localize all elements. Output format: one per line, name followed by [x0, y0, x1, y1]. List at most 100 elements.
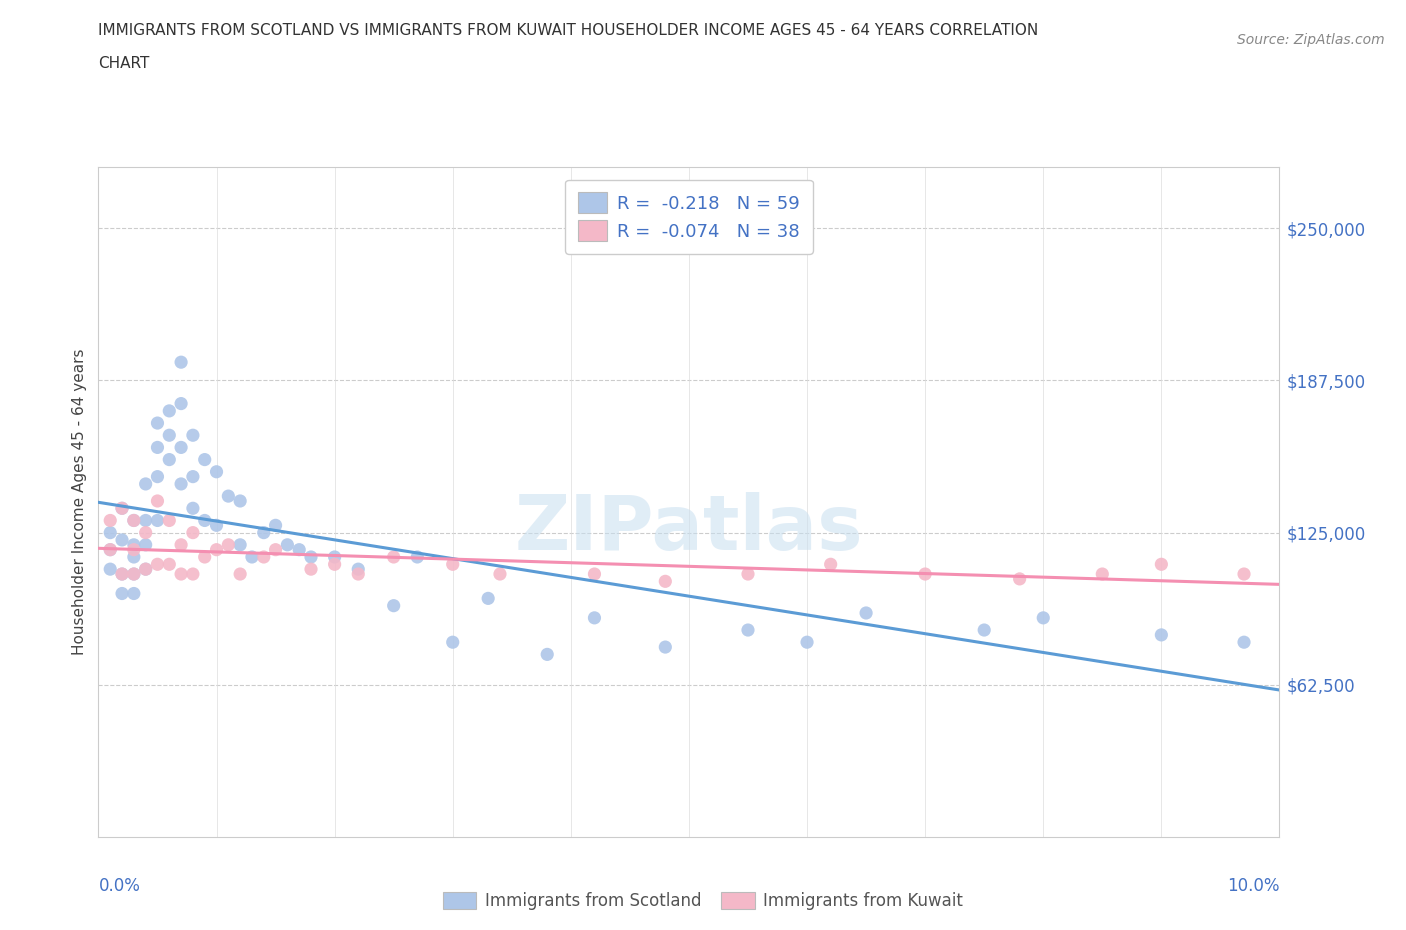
- Point: [441, 557, 464, 572]
- Point: [170, 354, 193, 369]
- Point: [122, 566, 145, 581]
- Point: [146, 494, 169, 509]
- Point: [157, 513, 180, 528]
- Point: [98, 513, 121, 528]
- Point: [157, 428, 180, 443]
- Point: [276, 538, 298, 552]
- Point: [122, 513, 145, 528]
- Point: [205, 464, 228, 479]
- Point: [181, 428, 204, 443]
- Point: [98, 542, 121, 557]
- Point: [973, 622, 995, 637]
- Point: [489, 566, 512, 581]
- Point: [181, 470, 204, 485]
- Point: [323, 550, 346, 565]
- Text: CHART: CHART: [98, 56, 150, 71]
- Point: [194, 452, 217, 467]
- Point: [737, 566, 759, 581]
- Point: [157, 404, 180, 418]
- Point: [820, 557, 842, 572]
- Text: Source: ZipAtlas.com: Source: ZipAtlas.com: [1237, 33, 1385, 46]
- Point: [181, 566, 204, 581]
- Text: 0.0%: 0.0%: [98, 877, 141, 896]
- Point: [98, 525, 121, 540]
- Point: [217, 538, 239, 552]
- Point: [240, 550, 263, 565]
- Legend: Immigrants from Scotland, Immigrants from Kuwait: Immigrants from Scotland, Immigrants fro…: [436, 885, 970, 917]
- Point: [1032, 610, 1054, 625]
- Point: [1233, 635, 1256, 650]
- Text: ZIPatlas: ZIPatlas: [515, 492, 863, 566]
- Point: [477, 591, 499, 605]
- Point: [299, 550, 322, 565]
- Point: [1091, 566, 1114, 581]
- Point: [253, 525, 276, 540]
- Point: [229, 494, 252, 509]
- Point: [1008, 571, 1031, 586]
- Point: [1150, 557, 1173, 572]
- Point: [122, 542, 145, 557]
- Point: [217, 488, 239, 503]
- Point: [1233, 566, 1256, 581]
- Point: [194, 550, 217, 565]
- Point: [135, 525, 157, 540]
- Point: [146, 416, 169, 431]
- Point: [122, 586, 145, 601]
- Point: [170, 538, 193, 552]
- Point: [181, 525, 204, 540]
- Point: [347, 566, 370, 581]
- Point: [347, 562, 370, 577]
- Point: [229, 538, 252, 552]
- Point: [264, 542, 287, 557]
- Point: [135, 562, 157, 577]
- Point: [122, 538, 145, 552]
- Point: [323, 557, 346, 572]
- Point: [135, 538, 157, 552]
- Point: [654, 574, 676, 589]
- Point: [382, 598, 405, 613]
- Point: [157, 557, 180, 572]
- Point: [654, 640, 676, 655]
- Point: [441, 635, 464, 650]
- Point: [122, 550, 145, 565]
- Point: [796, 635, 818, 650]
- Point: [406, 550, 429, 565]
- Point: [170, 476, 193, 491]
- Legend: R =  -0.218   N = 59, R =  -0.074   N = 38: R = -0.218 N = 59, R = -0.074 N = 38: [565, 179, 813, 254]
- Point: [536, 647, 558, 662]
- Point: [382, 550, 405, 565]
- Point: [181, 501, 204, 516]
- Point: [194, 513, 217, 528]
- Y-axis label: Householder Income Ages 45 - 64 years: Householder Income Ages 45 - 64 years: [72, 349, 87, 656]
- Point: [157, 452, 180, 467]
- Point: [146, 440, 169, 455]
- Point: [1150, 628, 1173, 643]
- Point: [299, 562, 322, 577]
- Point: [288, 542, 311, 557]
- Point: [98, 562, 121, 577]
- Point: [146, 513, 169, 528]
- Text: 10.0%: 10.0%: [1227, 877, 1279, 896]
- Point: [135, 476, 157, 491]
- Point: [111, 586, 134, 601]
- Point: [170, 440, 193, 455]
- Point: [146, 557, 169, 572]
- Point: [98, 542, 121, 557]
- Point: [170, 566, 193, 581]
- Point: [855, 605, 877, 620]
- Point: [135, 562, 157, 577]
- Point: [111, 566, 134, 581]
- Point: [111, 501, 134, 516]
- Point: [111, 566, 134, 581]
- Point: [111, 501, 134, 516]
- Point: [737, 622, 759, 637]
- Point: [583, 610, 606, 625]
- Point: [205, 518, 228, 533]
- Point: [229, 566, 252, 581]
- Point: [583, 566, 606, 581]
- Point: [146, 470, 169, 485]
- Point: [122, 513, 145, 528]
- Point: [111, 533, 134, 548]
- Text: IMMIGRANTS FROM SCOTLAND VS IMMIGRANTS FROM KUWAIT HOUSEHOLDER INCOME AGES 45 - : IMMIGRANTS FROM SCOTLAND VS IMMIGRANTS F…: [98, 23, 1039, 38]
- Point: [135, 513, 157, 528]
